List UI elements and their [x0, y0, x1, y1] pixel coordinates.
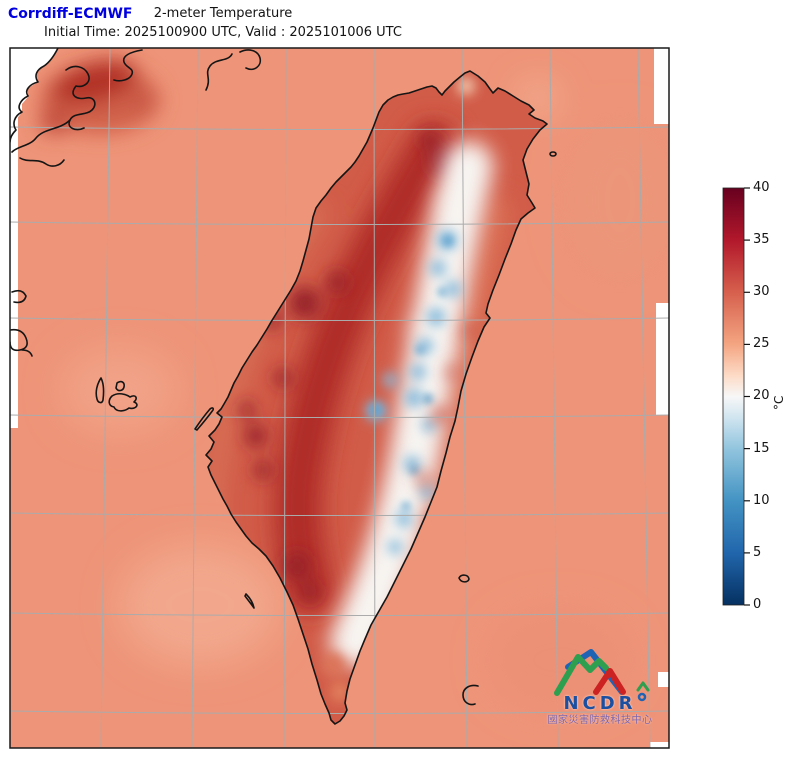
- model-label: Corrdiff-ECMWF: [8, 6, 133, 22]
- colorbar-tick-10: 10: [753, 493, 770, 508]
- map-border: [9, 47, 670, 749]
- coastlines: [10, 48, 557, 725]
- ocean-variation: [62, 87, 669, 710]
- logo-small-green-peak: [636, 681, 650, 692]
- plot-subtitle: Initial Time: 2025100900 UTC, Valid : 20…: [44, 25, 402, 40]
- latlon-gridlines: [10, 48, 669, 748]
- colorbar-tick-35: 35: [753, 232, 770, 247]
- colorbar-gradient: [722, 187, 745, 606]
- colorbar-ticks: [744, 187, 750, 606]
- ncdr-logo-mountains: [554, 649, 650, 702]
- ncdr-logo-acronym: NCDR: [563, 693, 637, 714]
- colorbar-unit-label: °C: [772, 395, 786, 410]
- map-plot-area: [10, 48, 669, 748]
- taiwan-coastline: [205, 70, 548, 725]
- logo-green-peaks: [554, 654, 609, 696]
- colorbar-tick-20: 20: [753, 388, 770, 403]
- colorbar-tick-30: 30: [753, 284, 770, 299]
- colorbar-tick-25: 25: [753, 336, 770, 351]
- china-coast-warm-patch: [39, 59, 160, 134]
- colorbar-tick-5: 5: [753, 545, 762, 560]
- colorbar-tick-40: 40: [753, 180, 770, 195]
- colorbar-tick-15: 15: [753, 441, 770, 456]
- colorbar: [722, 187, 750, 606]
- nodata-mainland-mask: [10, 48, 58, 140]
- ncdr-logo-org-name: 國家災害防救科技中心: [547, 715, 653, 726]
- logo-red-peak: [593, 668, 626, 695]
- logo-blue-swirl: [637, 692, 647, 702]
- plot-title: 2-meter Temperature: [153, 6, 293, 21]
- colorbar-tick-0: 0: [753, 597, 762, 612]
- nodata-edge-strips: [10, 48, 669, 748]
